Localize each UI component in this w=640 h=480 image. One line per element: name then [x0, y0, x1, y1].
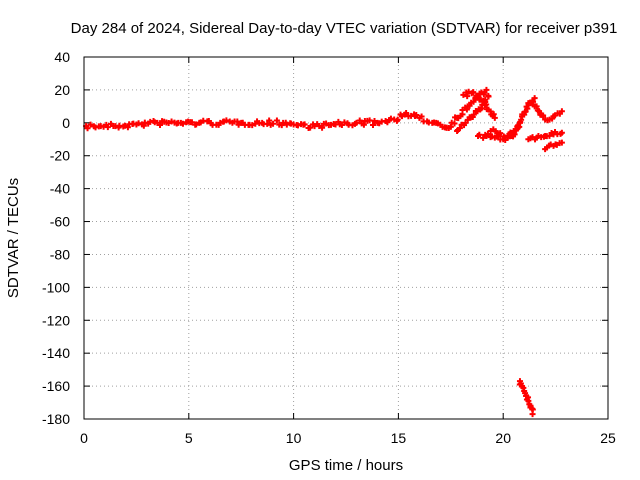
data-point	[353, 119, 360, 126]
y-tick-label: -40	[50, 181, 70, 197]
data-point	[483, 86, 490, 93]
y-tick-label: 0	[62, 115, 70, 131]
data-point	[403, 109, 410, 116]
data-point	[476, 131, 483, 138]
x-tick-label: 15	[391, 430, 407, 446]
series-low-right-segment	[542, 139, 565, 153]
chart-title: Day 284 of 2024, Sidereal Day-to-day VTE…	[71, 20, 618, 37]
data-point	[490, 111, 497, 118]
data-point	[157, 121, 164, 128]
data-point	[470, 89, 477, 96]
x-tick-label: 20	[495, 430, 511, 446]
data-point	[473, 92, 480, 99]
data-point	[193, 121, 200, 128]
series-outlier-dive	[516, 378, 536, 418]
series-second-lower-arc	[487, 119, 523, 141]
data-point	[531, 95, 538, 102]
data-point	[234, 118, 241, 125]
data-point	[92, 124, 99, 131]
data-point	[529, 411, 536, 418]
data-point	[179, 120, 186, 127]
data-point	[135, 120, 142, 127]
x-tick-label: 25	[600, 430, 616, 446]
data-point	[104, 124, 111, 131]
data-point	[451, 120, 458, 127]
data-point	[558, 129, 565, 136]
data-point	[264, 120, 271, 127]
data-point	[497, 130, 504, 137]
y-tick-label: -180	[42, 411, 70, 427]
y-tick-label: -20	[50, 148, 70, 164]
data-point	[508, 131, 515, 138]
data-point	[266, 117, 273, 124]
data-point	[273, 117, 280, 124]
data-point	[540, 112, 547, 119]
data-point	[558, 139, 565, 146]
x-tick-label: 10	[286, 430, 302, 446]
data-point	[533, 103, 540, 110]
series-middle-right-segment	[525, 129, 565, 143]
series-main-trace	[83, 109, 450, 132]
data-point	[87, 121, 94, 128]
y-tick-label: -160	[42, 378, 70, 394]
data-point	[470, 111, 477, 118]
data-point	[418, 113, 425, 120]
data-point	[270, 120, 277, 127]
data-point	[479, 101, 486, 108]
data-point	[558, 108, 565, 115]
y-axis-label: SDTVAR / TECUs	[5, 178, 22, 298]
data-point	[369, 122, 376, 129]
data-point	[294, 122, 301, 129]
data-points	[83, 86, 565, 418]
data-point	[482, 99, 489, 106]
data-point	[464, 93, 471, 100]
y-tick-label: 20	[54, 82, 70, 98]
y-tick-label: -60	[50, 214, 70, 230]
x-tick-label: 0	[80, 430, 88, 446]
data-point	[223, 117, 230, 124]
data-point	[524, 105, 531, 112]
data-point	[301, 121, 308, 128]
data-point	[536, 108, 543, 115]
y-tick-label: -140	[42, 345, 70, 361]
data-point	[124, 124, 131, 131]
data-point	[516, 119, 523, 126]
data-point	[319, 124, 326, 131]
data-point	[470, 98, 477, 105]
data-point	[456, 125, 463, 132]
y-tick-label: -100	[42, 279, 70, 295]
data-point	[413, 111, 420, 118]
data-point	[491, 114, 498, 121]
x-tick-label: 5	[185, 430, 193, 446]
plot-frame	[83, 56, 609, 420]
series-upper-arc-3	[454, 92, 492, 135]
data-point	[394, 116, 401, 123]
data-point	[188, 119, 195, 126]
data-point	[84, 125, 91, 132]
y-tick-label: -120	[42, 312, 70, 328]
y-tick-label: 40	[54, 49, 70, 65]
data-point	[249, 122, 256, 129]
series-upper-arc-2	[460, 88, 498, 121]
data-point	[307, 124, 314, 131]
data-point	[485, 93, 492, 100]
grid	[84, 57, 608, 419]
x-axis-label: GPS time / hours	[289, 457, 403, 474]
series-upper-right-segment	[525, 100, 565, 124]
y-tick-label: -80	[50, 246, 70, 262]
